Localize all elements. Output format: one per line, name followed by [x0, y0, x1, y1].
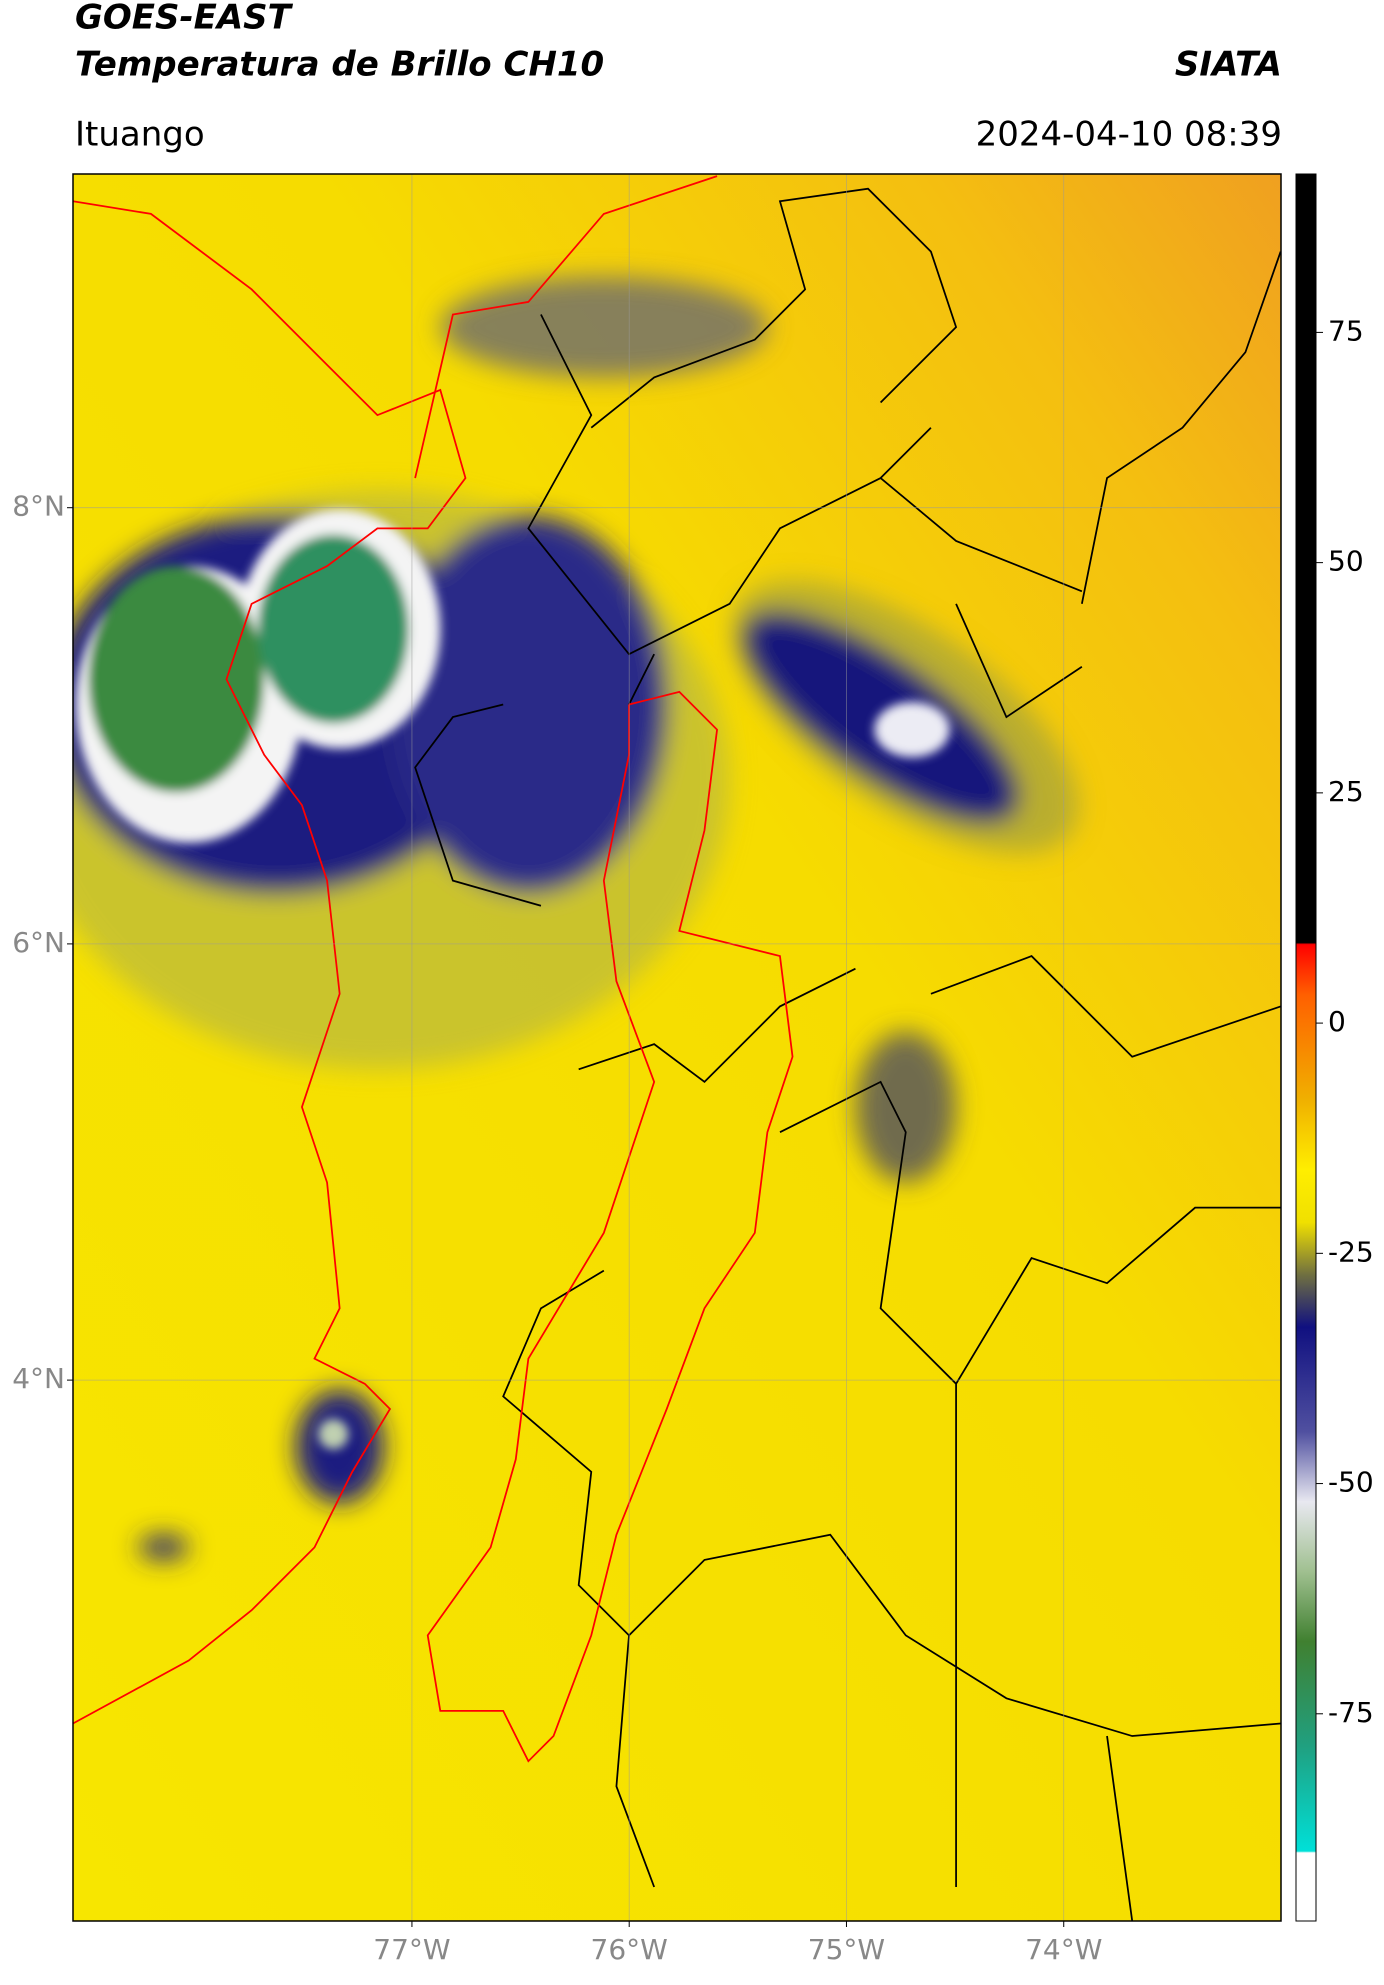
title-line1: GOES-EAST	[75, 0, 294, 38]
cloud-core	[874, 701, 950, 758]
y-tick-label: 4°N	[12, 1362, 65, 1395]
colorbar-tick-label: 50	[1328, 545, 1364, 578]
x-tick-label: 77°W	[373, 1933, 450, 1966]
colorbar-tick-label: 0	[1328, 1005, 1346, 1038]
brand: SIATA	[1175, 45, 1282, 85]
cloud	[138, 1534, 189, 1560]
title-line2: Temperatura de Brillo CH10	[75, 45, 604, 85]
cloud	[440, 276, 768, 378]
colorbar-tick-label: 75	[1328, 314, 1364, 347]
y-tick-label: 8°N	[12, 490, 65, 523]
location: Ituango	[75, 115, 205, 155]
cloud-cores	[75, 509, 950, 1450]
x-tick-label: 74°W	[1025, 1933, 1102, 1966]
cloud-core	[88, 566, 265, 793]
datetime: 2024-04-10 08:39	[976, 115, 1282, 155]
colorbar	[1295, 173, 1317, 1922]
y-tick-label: 6°N	[12, 926, 65, 959]
x-tick-label: 75°W	[808, 1933, 885, 1966]
dept-borders	[73, 175, 794, 1763]
colorbar-tick-label: -50	[1328, 1466, 1374, 1499]
colorbar-tick-label: 25	[1328, 775, 1364, 808]
admin-borders	[414, 187, 1281, 1921]
clouds	[73, 175, 1281, 1921]
cloud-core	[257, 534, 409, 724]
plot-frame	[72, 173, 1282, 1922]
x-tick-label: 76°W	[591, 1933, 668, 1966]
map	[73, 174, 1281, 1921]
cloud	[855, 1031, 957, 1183]
cloud-core	[318, 1419, 349, 1450]
colorbar-tick-label: -25	[1328, 1235, 1374, 1268]
grid	[73, 174, 1281, 1921]
cloud	[389, 515, 667, 894]
colorbar-tick-label: -75	[1328, 1696, 1374, 1729]
